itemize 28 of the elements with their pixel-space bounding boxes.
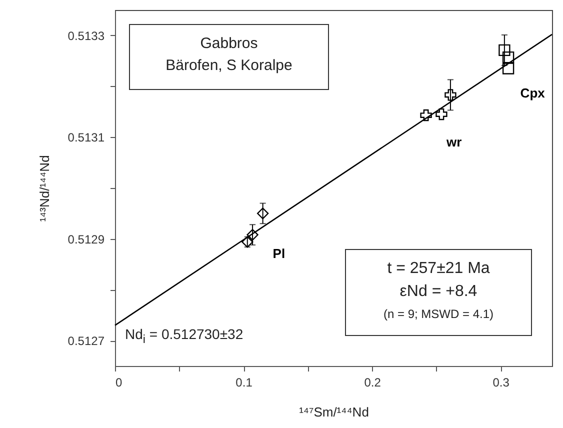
y-tick-label: 0.5127 — [68, 334, 105, 348]
point — [246, 228, 258, 241]
x-tick-label: 0.3 — [492, 376, 510, 390]
y-tick-label: 0.5129 — [68, 232, 105, 246]
annotation: Nd$_{i}$ = 0.512730±32 — [125, 326, 244, 346]
y-tick-label: 0.5133 — [68, 28, 105, 43]
point — [444, 89, 456, 101]
x-tick-label: 0.1 — [236, 376, 253, 390]
annotation: Gabbros — [199, 35, 259, 52]
annotation: (n = 9; MSWD = 4.1) — [382, 307, 495, 321]
annotation: t = 257±21 Ma — [386, 260, 491, 278]
x-axis-title: ¹⁴⁷Sm/¹⁴⁴Nd — [299, 404, 369, 420]
x-tick-label: 0 — [116, 376, 122, 390]
series-label: wr — [445, 134, 462, 150]
point — [242, 236, 254, 248]
series-label: Cpx — [520, 85, 546, 100]
point — [420, 109, 432, 122]
point — [502, 62, 514, 74]
y-tick-label: 0.5131 — [68, 130, 105, 145]
y-axis-title: ¹⁴³Nd/¹⁴⁴Nd — [36, 155, 52, 222]
x-tick-label: 0.2 — [364, 376, 382, 390]
point — [256, 208, 269, 220]
annotation: εNd = +8.4 — [398, 283, 478, 301]
annotation: Bärofen, S Koralpe — [164, 57, 294, 74]
point — [502, 51, 514, 64]
series-label: Pl — [272, 246, 286, 261]
point — [498, 44, 510, 56]
point — [436, 108, 448, 120]
